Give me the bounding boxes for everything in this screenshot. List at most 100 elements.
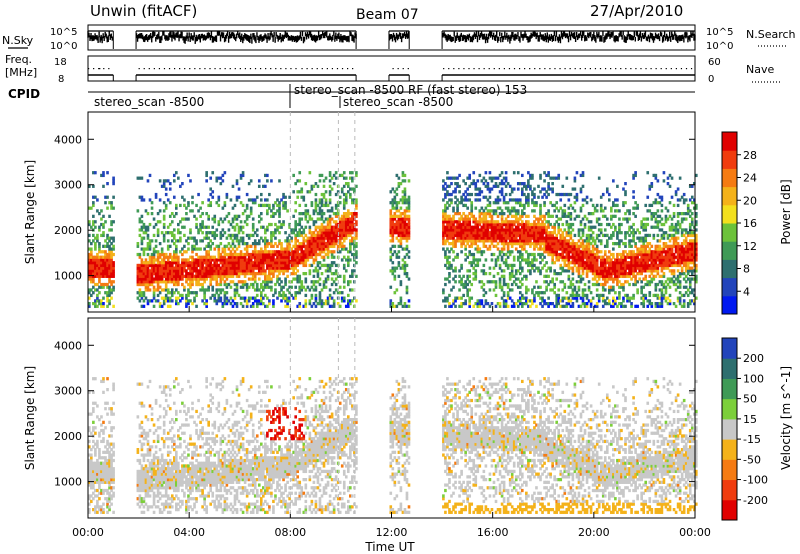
power-cell [484,272,488,276]
power-cell [136,266,140,270]
power-cell [478,173,482,178]
power-cell [498,222,502,227]
power-cell [545,285,548,289]
power-cell [304,288,308,292]
power-cell [355,231,358,235]
power-cell [320,222,324,227]
power-cell [102,171,105,175]
power-cell [262,296,265,300]
power-cell [201,212,204,216]
power-cell [403,173,407,178]
power-cell [403,255,407,259]
power-cell [193,269,196,273]
power-cell [219,274,223,278]
power-cell [488,288,492,292]
power-cell [280,258,283,262]
power-cell [346,293,350,298]
power-cell [520,255,524,259]
power-cell [108,250,111,254]
power-cell [290,261,293,265]
power-cell [494,220,498,224]
power-cell [393,291,397,295]
power-cell [193,258,196,262]
power-cell [189,269,192,273]
power-cell [324,285,328,289]
power-cell [456,184,459,188]
power-cell [154,263,158,268]
power-cell [454,274,457,278]
power-cell [456,203,459,208]
power-cell [444,233,447,238]
power-cell [342,244,346,248]
power-cell [112,182,115,186]
power-cell [104,274,107,278]
nave-sample [402,68,404,70]
power-cell [166,225,170,229]
power-cell [211,233,215,238]
power-cell [270,285,273,289]
power-cell [557,242,561,246]
power-cell [225,285,229,289]
power-cell [480,239,484,243]
power-cell [460,198,463,202]
power-cell [506,242,510,246]
power-cell [257,255,261,259]
power-cell [478,304,482,308]
power-cell [557,231,561,235]
power-cell [506,244,510,248]
power-cell [514,277,518,281]
power-cell [229,236,233,240]
power-cell [164,261,168,265]
power-cell [270,222,273,227]
power-cell [92,258,95,262]
power-cell [249,258,253,262]
power-cell [516,231,520,235]
power-cell [280,280,283,284]
power-cell [389,233,393,238]
power-cell [529,173,532,178]
power-cell [320,299,324,303]
power-cell [557,192,561,197]
power-cell [468,225,472,229]
power-cell [92,272,95,276]
power-cell [187,272,190,276]
nave-sample [99,68,101,70]
power-cell [571,252,575,257]
power-cell [346,280,350,284]
power-cell [401,266,405,270]
power-cell [559,242,563,246]
power-cell [324,231,328,235]
power-cell [571,242,575,246]
power-cell [514,209,518,213]
power-cell [298,291,302,295]
power-cell [533,233,536,238]
power-cell [324,277,328,281]
power-cell [470,214,474,218]
power-cell [512,302,516,306]
power-cell [286,239,289,243]
power-cell [395,187,399,191]
power-cell [349,258,352,262]
power-cell [462,231,465,235]
power-cell [498,239,502,243]
power-cell [561,184,565,188]
power-cell [310,247,314,251]
power-cell [482,225,486,229]
power-cell [304,203,308,208]
power-cell [160,304,164,308]
power-cell [395,173,399,178]
power-cell [351,252,354,257]
power-cell [403,266,407,270]
power-cell [525,291,528,295]
nave-sample [478,68,480,70]
power-cell [442,236,445,240]
power-cell [478,302,482,306]
power-cell [520,225,524,229]
power-cell [474,217,478,221]
power-cell [500,214,504,218]
power-cell [328,233,332,238]
power-cell [571,228,575,232]
power-cell [543,274,546,278]
power-cell [193,266,196,270]
power-cell [338,201,342,205]
